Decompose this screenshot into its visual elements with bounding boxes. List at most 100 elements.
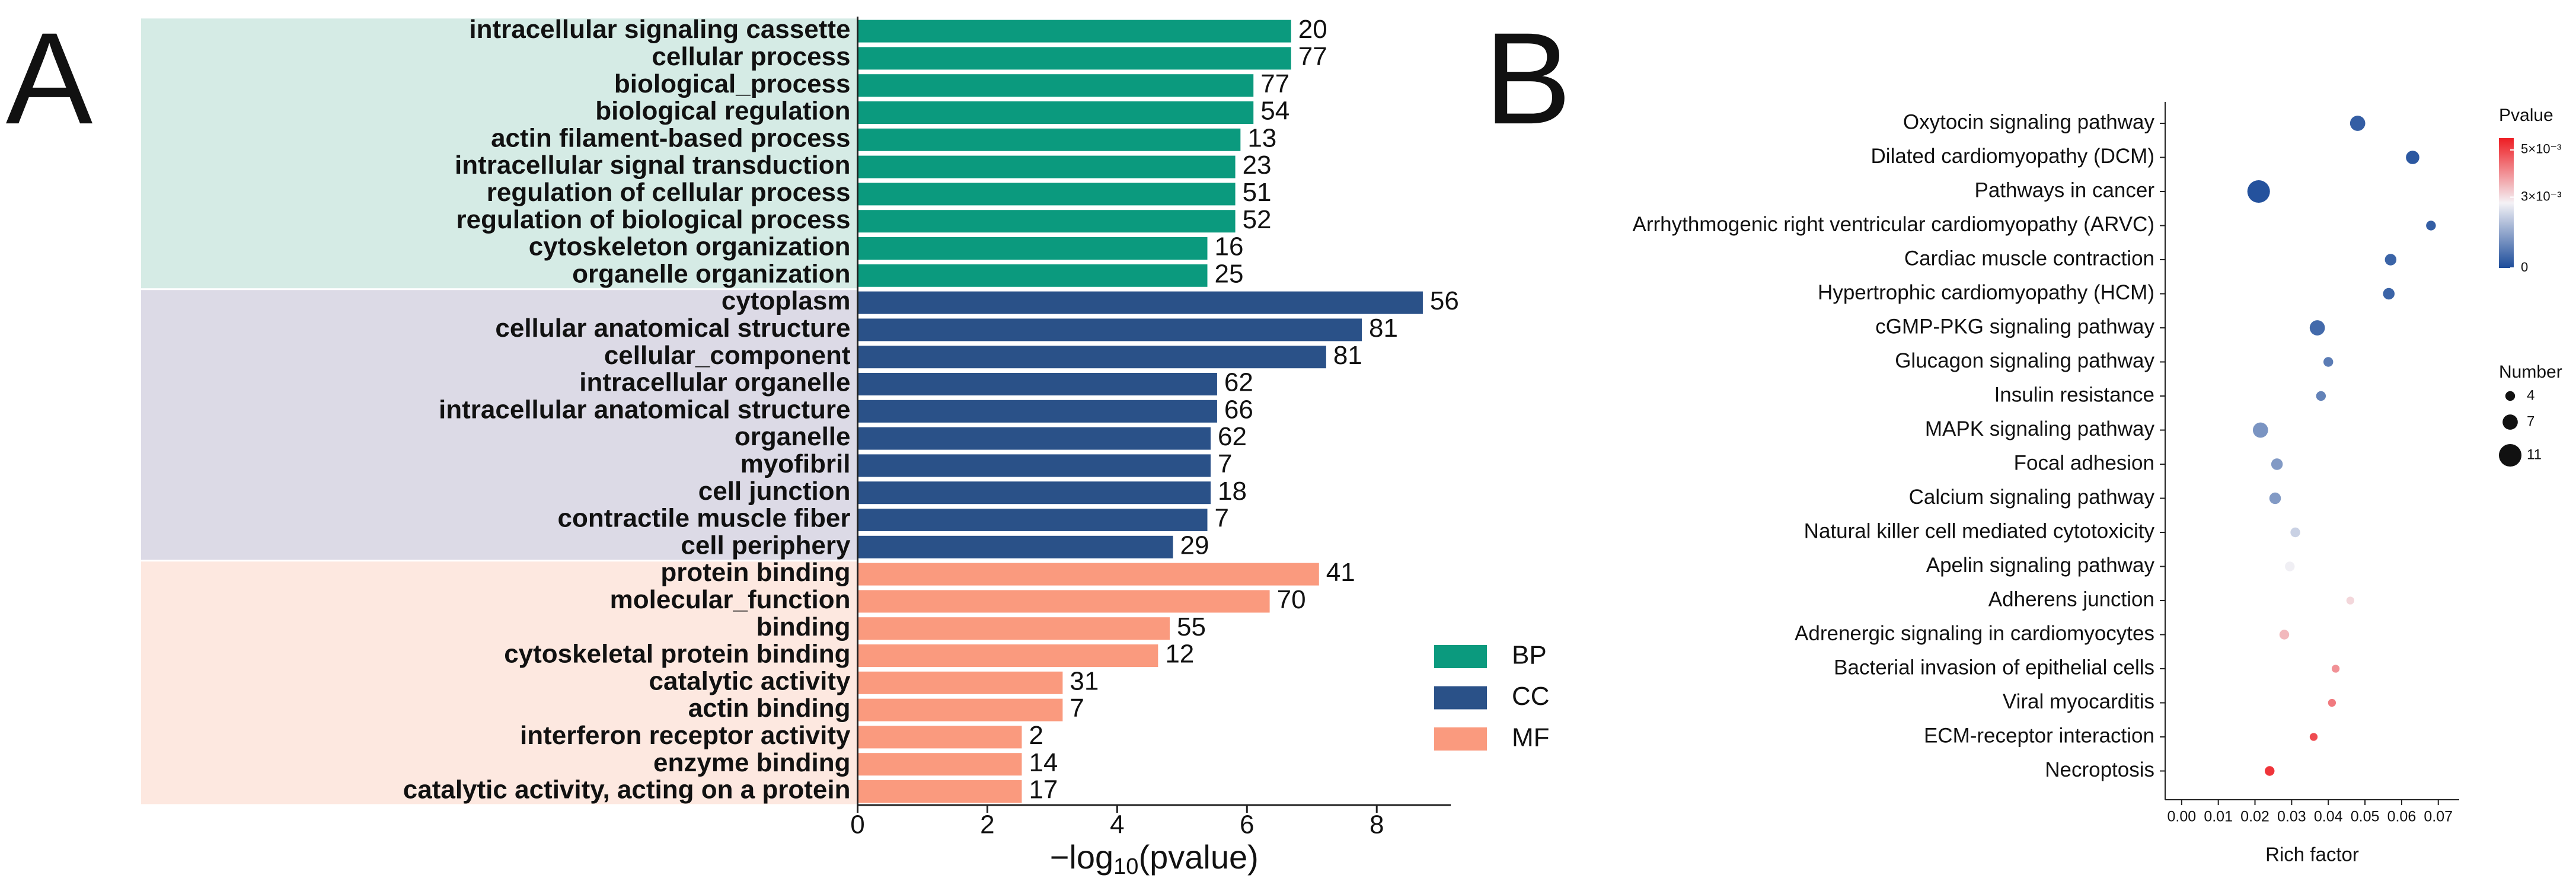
y-tick-label: Adherens junction xyxy=(1988,588,2154,611)
bar xyxy=(857,563,1319,586)
bar xyxy=(857,454,1211,477)
category-label: cytoplasm xyxy=(722,286,851,315)
category-label: actin binding xyxy=(688,694,851,723)
count-label: 14 xyxy=(1029,748,1058,777)
x-axis-label: −log10(pvalue) xyxy=(1050,838,1259,879)
point xyxy=(2247,180,2270,203)
size-legend-label: 11 xyxy=(2527,446,2542,462)
count-label: 12 xyxy=(1165,640,1194,669)
bar xyxy=(857,617,1170,640)
category-label: intracellular organelle xyxy=(579,368,850,397)
bar xyxy=(857,346,1326,369)
x-tick-label: 0.06 xyxy=(2387,809,2417,825)
bar xyxy=(857,481,1211,505)
count-label: 77 xyxy=(1260,69,1289,98)
size-legend-label: 4 xyxy=(2527,387,2534,403)
category-label: cellular_component xyxy=(604,341,851,370)
count-label: 70 xyxy=(1277,585,1306,614)
count-label: 29 xyxy=(1180,531,1209,560)
x-axis-label-part: (pvalue) xyxy=(1138,838,1258,876)
legend-label: MF xyxy=(1512,723,1550,752)
category-label: regulation of cellular process xyxy=(487,178,851,207)
category-label: intracellular signaling cassette xyxy=(469,15,850,44)
bar xyxy=(857,698,1063,721)
count-label: 31 xyxy=(1070,666,1099,695)
point xyxy=(2285,561,2295,571)
size-legend-dot xyxy=(2502,414,2518,430)
y-tick-label: Calcium signaling pathway xyxy=(1909,486,2155,509)
legend-swatch xyxy=(1434,727,1487,751)
group-band xyxy=(141,18,858,289)
y-tick-label: Cardiac muscle contraction xyxy=(1904,247,2154,270)
count-label: 62 xyxy=(1218,422,1247,451)
x-tick-label: 0.02 xyxy=(2240,809,2269,825)
x-tick-label: 0.07 xyxy=(2424,809,2453,825)
x-tick-label: 0.03 xyxy=(2277,809,2306,825)
y-tick-label: Necroptosis xyxy=(2045,758,2154,781)
count-label: 20 xyxy=(1298,15,1327,44)
bar xyxy=(857,726,1022,749)
category-label: contractile muscle fiber xyxy=(558,504,851,533)
legend-title: Pvalue xyxy=(2499,106,2553,125)
count-label: 16 xyxy=(1215,232,1244,261)
x-tick-label: 0.01 xyxy=(2204,809,2233,825)
category-label: actin filament-based process xyxy=(491,123,850,152)
category-label: intracellular anatomical structure xyxy=(439,395,850,424)
count-label: 17 xyxy=(1029,775,1058,804)
y-tick-label: Apelin signaling pathway xyxy=(1926,554,2155,577)
point xyxy=(2350,116,2366,131)
count-label: 55 xyxy=(1177,612,1206,641)
y-tick-label: Oxytocin signaling pathway xyxy=(1903,110,2155,133)
colorbar xyxy=(2499,138,2514,268)
x-tick-label: 0.00 xyxy=(2167,809,2196,825)
y-tick-label: Insulin resistance xyxy=(1994,383,2154,406)
count-label: 51 xyxy=(1243,178,1272,207)
group-band xyxy=(141,290,858,560)
legend-title: Number xyxy=(2499,362,2562,382)
count-label: 18 xyxy=(1218,477,1247,506)
y-tick-label: MAPK signaling pathway xyxy=(1925,417,2155,440)
bar xyxy=(857,291,1423,314)
point xyxy=(2252,422,2268,438)
bar xyxy=(857,20,1291,43)
bar xyxy=(857,753,1022,776)
count-label: 54 xyxy=(1260,97,1289,126)
category-label: catalytic activity, acting on a protein xyxy=(403,775,851,804)
point xyxy=(2265,766,2275,776)
y-tick-label: Arrhythmogenic right ventricular cardiom… xyxy=(1632,213,2154,236)
y-tick-label: cGMP-PKG signaling pathway xyxy=(1875,315,2154,338)
x-axis-label-part: −log xyxy=(1050,838,1113,876)
count-label: 23 xyxy=(1243,151,1272,180)
size-legend-dot xyxy=(2505,391,2516,401)
bar xyxy=(857,373,1217,395)
category-label: molecular_function xyxy=(610,585,851,614)
count-label: 2 xyxy=(1029,721,1043,750)
point xyxy=(2290,527,2300,538)
count-label: 77 xyxy=(1298,42,1327,71)
legend-swatch xyxy=(1434,645,1487,668)
y-tick-label: Glucagon signaling pathway xyxy=(1895,349,2154,372)
bar xyxy=(857,318,1362,341)
point xyxy=(2271,458,2283,470)
x-axis-label-part: 10 xyxy=(1113,854,1138,879)
bar xyxy=(857,210,1236,233)
category-label: cytoskeleton organization xyxy=(529,232,851,261)
count-label: 7 xyxy=(1215,504,1229,533)
bar xyxy=(857,237,1208,260)
point xyxy=(2426,221,2436,231)
category-label: cytoskeletal protein binding xyxy=(504,640,850,669)
legend-swatch xyxy=(1434,686,1487,710)
x-tick-label: 2 xyxy=(980,810,994,839)
category-label: catalytic activity xyxy=(649,666,851,695)
count-label: 81 xyxy=(1333,341,1362,370)
point xyxy=(2406,151,2419,164)
point xyxy=(2346,596,2354,605)
bar xyxy=(857,155,1236,178)
bar xyxy=(857,183,1236,206)
bar xyxy=(857,509,1208,531)
bar xyxy=(857,74,1254,97)
panel-label: B xyxy=(1485,5,1572,151)
category-label: regulation of biological process xyxy=(457,205,851,234)
x-axis-label: Rich factor xyxy=(2265,844,2359,866)
category-label: cell periphery xyxy=(681,531,851,560)
